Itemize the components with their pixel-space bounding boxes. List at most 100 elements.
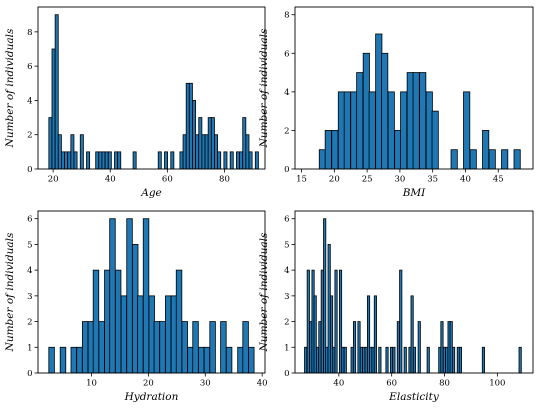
plot-frame — [294, 210, 534, 374]
histogram-bar — [59, 346, 67, 374]
histogram-bar — [343, 91, 351, 170]
y-tick-label: 2 — [284, 126, 289, 136]
histogram-bar — [192, 321, 199, 374]
y-tick-label: 0 — [27, 165, 32, 175]
histogram-bar — [157, 151, 162, 170]
chart-panel-2: 15 20 25 30 35 40 45 0 2 4 6 8 BMI Number of individu… — [258, 6, 534, 199]
histogram-bar — [98, 151, 103, 170]
x-axis-label: Elasticity — [388, 391, 440, 403]
histogram-bar — [362, 346, 366, 374]
histogram-bar — [387, 91, 395, 170]
histogram-bar — [54, 14, 59, 170]
histogram-bar — [126, 218, 133, 374]
histogram-bar — [79, 134, 84, 170]
y-tick-label: 6 — [284, 215, 289, 225]
x-tick-label: 60 — [162, 175, 173, 185]
histogram-bar — [313, 295, 317, 374]
histogram-bar — [188, 82, 193, 170]
histogram-bar — [248, 346, 255, 374]
histogram-bar — [412, 346, 417, 374]
histogram-bar — [120, 295, 128, 374]
histogram-bar — [104, 151, 109, 170]
histogram-bar — [254, 151, 259, 170]
histogram-bar — [114, 151, 119, 170]
histogram-bar — [48, 117, 53, 170]
plot-frame — [37, 210, 266, 374]
histogram-bar — [315, 346, 320, 374]
histogram-bar — [175, 269, 183, 374]
histogram-bar — [362, 52, 370, 170]
histogram-bar — [331, 130, 339, 170]
histogram-bar — [61, 151, 65, 170]
histogram-bar — [185, 82, 190, 170]
histogram-bar — [369, 346, 373, 374]
histogram-bar — [320, 269, 324, 374]
histogram-bar — [210, 117, 215, 170]
histogram-bar — [64, 151, 69, 170]
histogram-bar — [309, 321, 313, 374]
x-tick-label: 35 — [427, 175, 438, 185]
y-tick-label: 3 — [27, 292, 32, 302]
histogram-bar — [217, 151, 222, 170]
histogram-bar — [425, 91, 433, 170]
histogram-bar — [318, 321, 322, 374]
x-tick-label: 30 — [200, 379, 211, 389]
histogram-bar — [396, 321, 400, 374]
histogram-bar — [132, 151, 137, 170]
x-tick-label: 20 — [329, 175, 340, 185]
histogram-bar — [165, 295, 172, 374]
y-axis-label: Number of individuals — [258, 28, 270, 148]
histogram-bar — [440, 321, 444, 374]
histogram-bar — [324, 130, 332, 170]
histogram-bar — [350, 91, 358, 170]
chart-panel-3: 10 20 30 40 0 1 2 3 4 5 6 Hydration Number of indivi… — [4, 210, 268, 403]
x-tick-label: 80 — [219, 175, 230, 185]
y-tick-label: 6 — [27, 62, 32, 72]
histogram-bar — [70, 134, 75, 170]
histogram-bar — [198, 117, 203, 170]
x-axis-label: Age — [140, 187, 162, 199]
histogram-bar — [207, 117, 212, 170]
histogram-bar — [48, 346, 55, 374]
histogram-bar — [389, 346, 394, 374]
histogram-bar — [419, 72, 427, 170]
histogram-bar — [242, 321, 249, 374]
histogram-bar — [399, 269, 403, 374]
histogram-bar — [442, 346, 446, 374]
y-tick-label: 8 — [27, 28, 32, 38]
x-tick-label: 100 — [489, 379, 505, 389]
histogram-bar — [220, 321, 227, 374]
histogram-bar — [337, 91, 345, 170]
histogram-bar — [201, 134, 206, 170]
x-tick-label: 60 — [386, 379, 397, 389]
histogram-bar — [452, 346, 456, 374]
x-tick-label: 40 — [105, 175, 116, 185]
y-tick-label: 0 — [27, 369, 32, 379]
histogram-bar — [101, 151, 106, 170]
y-tick-label: 4 — [27, 266, 32, 276]
x-tick-label: 10 — [86, 379, 97, 389]
y-tick-label: 2 — [284, 318, 289, 328]
histogram-bar — [343, 346, 347, 374]
x-tick-label: 20 — [48, 175, 59, 185]
histogram-bar — [513, 149, 521, 170]
histogram-bar — [426, 346, 430, 374]
y-tick-label: 8 — [284, 11, 289, 21]
histogram-bar — [51, 48, 56, 170]
histogram-bar — [214, 134, 218, 170]
histogram-bar — [394, 130, 402, 170]
chart-panel-1: 20 40 60 80 0 2 4 6 8 Age Number of individuals — [4, 6, 266, 199]
histogram-bar — [248, 151, 253, 170]
histogram-bar — [198, 346, 205, 374]
histogram-bar — [181, 321, 188, 374]
x-tick-label: 40 — [333, 379, 344, 389]
y-tick-label: 6 — [284, 49, 289, 59]
histogram-bar — [482, 130, 490, 170]
histogram-bar — [195, 134, 200, 170]
y-axis-label: Number of individuals — [258, 232, 270, 352]
y-axis-label: Number of individuals — [4, 28, 16, 148]
y-tick-label: 1 — [27, 343, 32, 353]
histogram-bar — [368, 91, 376, 170]
histogram-bar — [73, 151, 78, 170]
